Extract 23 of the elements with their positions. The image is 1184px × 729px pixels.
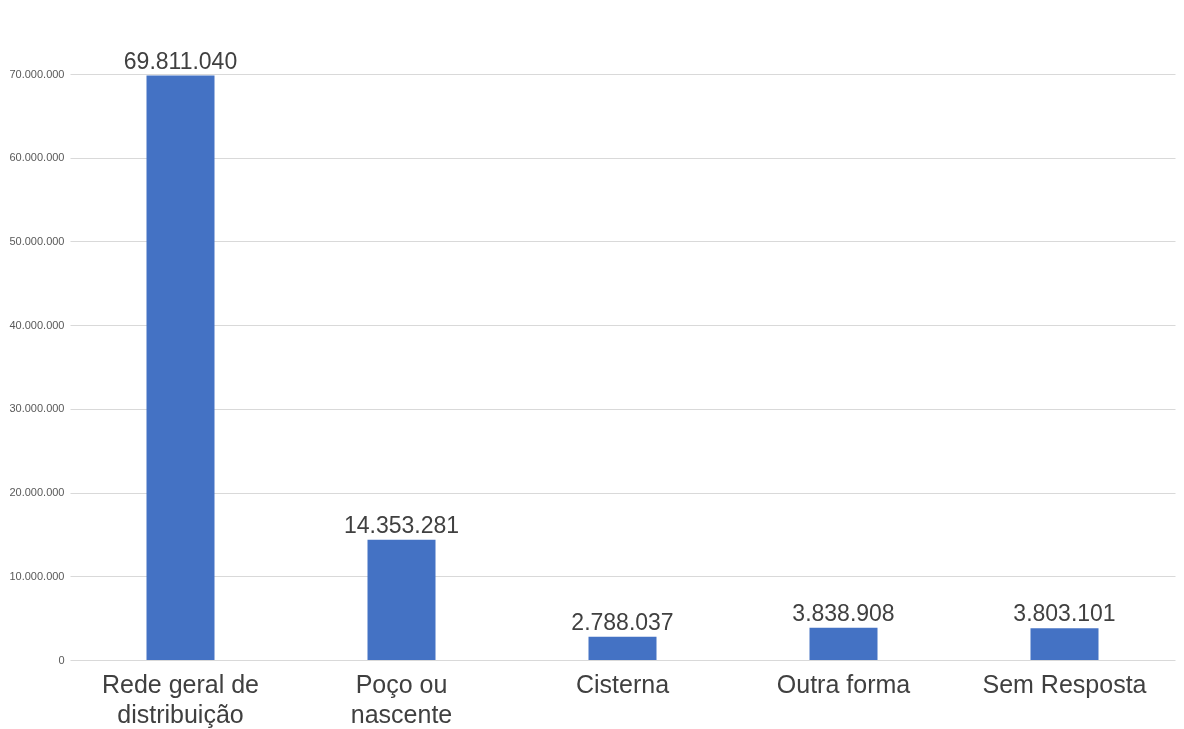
data-label: 2.788.037 [571,608,674,635]
bar [588,636,657,660]
data-label: 3.838.908 [792,599,895,626]
bar [146,75,215,660]
x-tick-label: Poço ou nascente [350,669,453,728]
y-tick-label: 40.000.000 [9,318,65,331]
bar [809,627,878,660]
y-tick-label: 0 [58,653,65,666]
y-tick-label: 60.000.000 [9,151,65,164]
bar [367,539,436,660]
y-tick-label: 70.000.000 [9,67,65,80]
data-label: 3.803.101 [1013,600,1116,627]
y-tick-label: 20.000.000 [9,486,65,499]
x-tick-label: Sem Resposta [982,669,1147,698]
y-tick-label: 10.000.000 [9,569,65,582]
x-tick-label: Outra forma [776,669,911,698]
data-label: 14.353.281 [343,511,460,538]
x-tick-label: Rede geral de distribuição [101,669,260,728]
bar [1030,628,1099,660]
x-tick-label: Cisterna [575,669,670,698]
data-label: 69.811.040 [123,47,238,74]
y-tick-label: 30.000.000 [9,402,65,415]
y-tick-label: 50.000.000 [9,234,65,247]
